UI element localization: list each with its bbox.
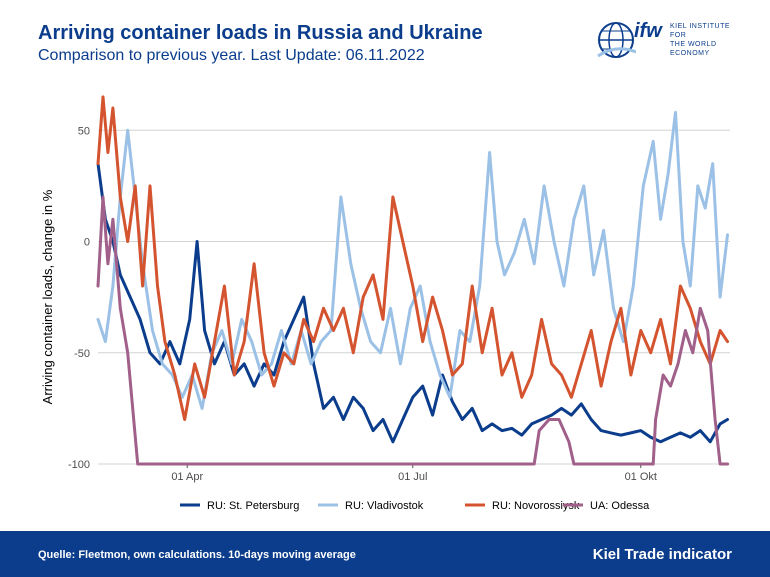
logo-institute: KIEL INSTITUTE FOR THE WORLD ECONOMY: [670, 22, 736, 58]
page-subtitle: Comparison to previous year. Last Update…: [38, 47, 425, 64]
footer-source: Quelle: Fleetmon, own calculations. 10-d…: [38, 549, 356, 561]
logo-line-2: THE WORLD ECONOMY: [670, 41, 717, 57]
series-line-ru-st-petersburg: [96, 162, 729, 444]
x-tick-label: 01 Apr: [171, 471, 203, 483]
series-line-ua-odessa: [96, 195, 729, 466]
globe-icon: [597, 22, 636, 58]
y-tick-label: -50: [74, 348, 90, 360]
logo-line-1: KIEL INSTITUTE FOR: [670, 23, 731, 39]
x-tick-label: 01 Jul: [398, 471, 427, 483]
legend-label: UA: Odessa: [590, 500, 650, 512]
y-tick-label: 50: [78, 125, 90, 137]
y-tick-label: 0: [84, 237, 90, 249]
footer-bar: Quelle: Fleetmon, own calculations. 10-d…: [0, 531, 770, 577]
logo-brand: ifw: [634, 20, 662, 42]
y-axis-ticks: -100 -50 0 50: [68, 125, 90, 471]
legend-label: RU: Novorossiysk: [492, 500, 580, 512]
ifw-logo: ifw KIEL INSTITUTE FOR THE WORLD ECONOMY: [596, 16, 736, 64]
y-axis-label: Arriving container loads, change in %: [40, 189, 55, 404]
y-tick-label: -100: [68, 459, 90, 471]
legend: RU: St. Petersburg RU: Vladivostok RU: Nov…: [180, 500, 650, 512]
x-tick-label: 01 Okt: [625, 471, 657, 483]
series-lines: [96, 95, 729, 466]
footer-brand: Kiel Trade indicator: [592, 546, 732, 563]
page-title: Arriving container loads in Russia and U…: [38, 22, 483, 44]
line-chart: -100 -50 0 50 01 Apr 01 Jul 01 Okt Arriving c…: [40, 95, 730, 512]
legend-label: RU: St. Petersburg: [207, 500, 299, 512]
series-line-ru-novorossiysk: [96, 95, 729, 421]
x-axis-ticks: 01 Apr 01 Jul 01 Okt: [171, 464, 657, 483]
legend-label: RU: Vladivostok: [345, 500, 424, 512]
series-line-ru-vladivostok: [96, 110, 729, 410]
